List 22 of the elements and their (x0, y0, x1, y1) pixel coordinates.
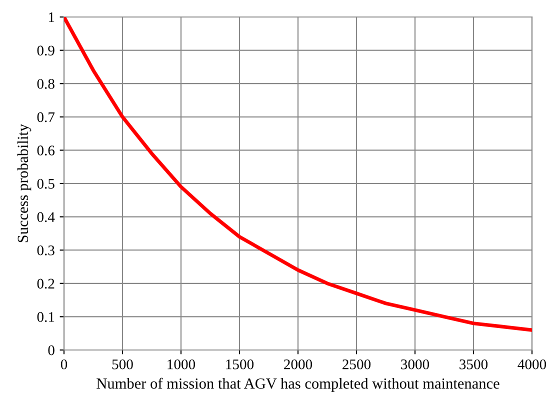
x-tick-label: 2500 (342, 359, 371, 370)
y-tick-label: 0.5 (37, 178, 54, 189)
x-tick-label: 4000 (518, 359, 546, 370)
y-tick-label: 0.2 (37, 278, 54, 289)
y-tick-label: 0.7 (37, 112, 55, 122)
y-tick-label: 1 (48, 12, 54, 22)
y-tick-label: 0.1 (37, 312, 54, 322)
x-axis-title: Number of mission that AGV has completed without maintenance (96, 378, 500, 392)
x-tick-label: 3000 (401, 359, 430, 370)
y-tick-label: 0.9 (37, 46, 54, 56)
y-tick-label: 0.6 (37, 146, 55, 156)
x-tick-label: 3500 (460, 359, 488, 370)
x-tick-label: 500 (112, 359, 133, 370)
y-tick-label: 0.8 (37, 78, 54, 89)
x-tick-label: 2000 (284, 359, 312, 370)
y-tick-label: 0.3 (37, 245, 54, 256)
x-tick-label: 1000 (168, 359, 196, 370)
y-axis-title: Success probability (17, 124, 32, 242)
x-tick-label: 1500 (226, 359, 254, 370)
y-tick-label: 0 (48, 345, 54, 356)
x-tick-label: 0 (60, 359, 68, 370)
y-tick-label: 0.4 (37, 212, 55, 222)
